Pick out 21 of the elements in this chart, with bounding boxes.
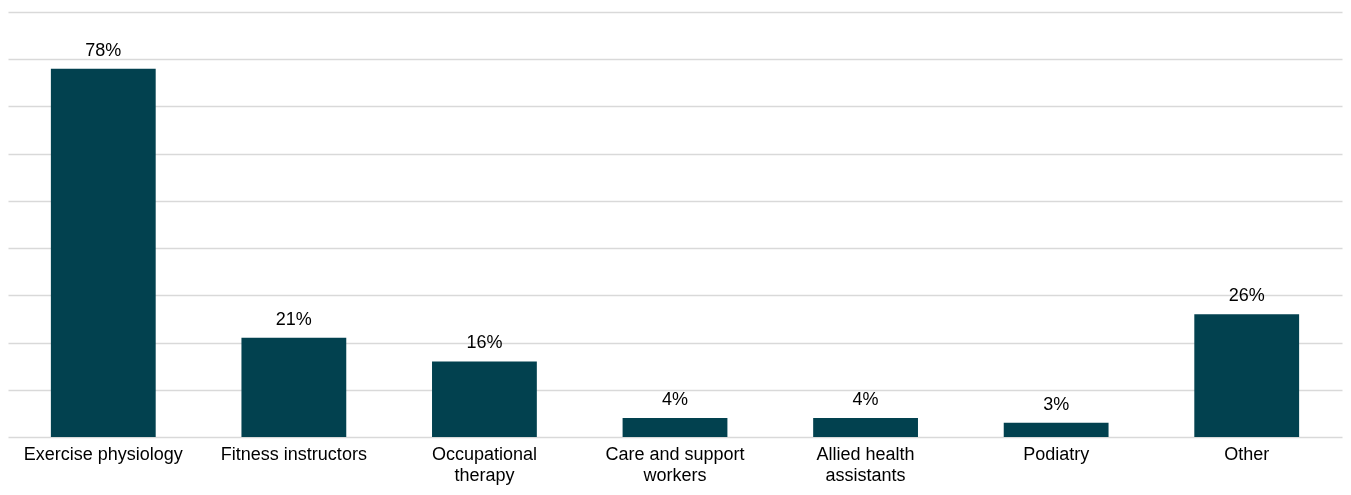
bar (241, 337, 347, 437)
x-tick-label: Care and support workers (605, 443, 745, 485)
data-label: 4% (852, 389, 879, 410)
data-label: 3% (1043, 393, 1070, 414)
x-tick-label: Occupational therapy (431, 443, 537, 485)
bar (1003, 422, 1109, 437)
data-label: 26% (1228, 285, 1265, 306)
data-label: 78% (85, 39, 122, 60)
data-label: 4% (661, 389, 689, 410)
x-tick-label: Other (1224, 443, 1270, 464)
data-label: 16% (466, 332, 503, 353)
bar (50, 68, 156, 437)
x-tick-label: Allied health assistants (816, 443, 915, 485)
data-label: 21% (275, 308, 312, 329)
bar (813, 418, 918, 437)
bar (622, 418, 728, 437)
bar (432, 361, 537, 437)
bar (1194, 314, 1300, 437)
x-tick-label: Exercise physiology (23, 443, 183, 464)
x-tick-label: Fitness instructors (220, 443, 367, 464)
x-tick-label: Podiatry (1023, 443, 1090, 464)
